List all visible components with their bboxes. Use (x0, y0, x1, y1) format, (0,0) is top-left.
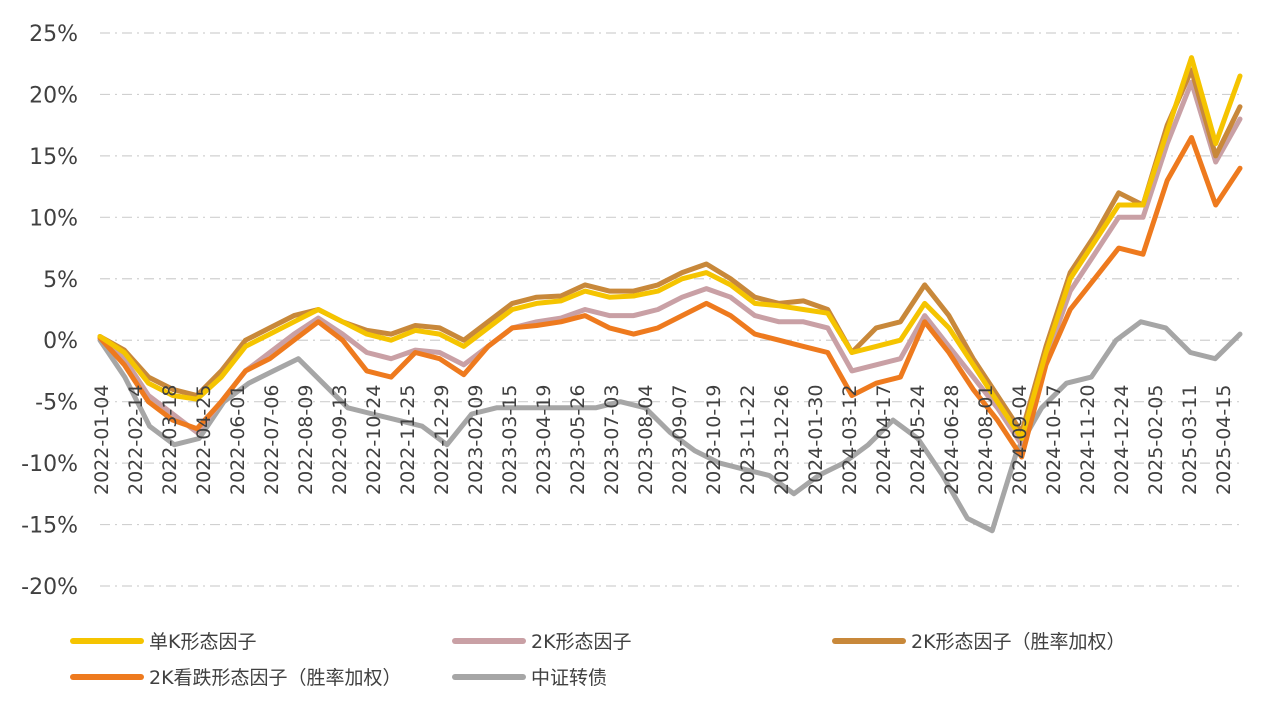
legend-item: 中证转债 (452, 667, 607, 689)
x-tick-label: 2024-04-17 (873, 385, 895, 495)
legend-item: 2K看跌形态因子（胜率加权） (70, 667, 402, 689)
legend-label: 2K形态因子 (531, 631, 632, 653)
series-line-0 (97, 55, 1243, 441)
x-tick-label: 2022-02-14 (125, 385, 147, 495)
x-tick-label: 2022-03-18 (159, 385, 181, 495)
x-tick-label: 2024-11-20 (1077, 385, 1099, 495)
y-axis-labels: 25% 20% 15% 10% 5% 0% -5% -10% -15% -20% (21, 22, 78, 600)
x-tick-label: 2025-04-15 (1213, 385, 1235, 495)
x-tick-label: 2023-05-26 (567, 385, 589, 495)
x-tick-label: 2025-03-11 (1179, 385, 1201, 495)
legend-label: 2K看跌形态因子（胜率加权） (149, 667, 402, 689)
series-line-3 (97, 135, 1243, 460)
x-tick-label: 2023-02-09 (465, 385, 487, 495)
x-tick-label: 2023-08-04 (635, 385, 657, 495)
x-tick-label: 2022-09-13 (329, 385, 351, 495)
legend-item: 2K形态因子（胜率加权） (832, 631, 1126, 653)
series-line-4 (97, 319, 1243, 534)
x-tick-label: 2022-12-29 (431, 385, 453, 495)
x-tick-label: 2024-06-28 (941, 385, 963, 495)
x-tick-label: 2023-07-03 (601, 385, 623, 495)
y-tick-label: -10% (21, 452, 78, 477)
x-tick-label: 2025-02-05 (1145, 385, 1167, 495)
x-tick-label: 2022-11-25 (397, 385, 419, 495)
x-tick-label: 2024-03-12 (839, 385, 861, 495)
x-tick-label: 2022-06-01 (227, 385, 249, 495)
legend-label: 单K形态因子 (149, 631, 256, 653)
y-tick-label: 10% (29, 206, 78, 231)
legend-label: 2K形态因子（胜率加权） (911, 631, 1126, 653)
series-lines (97, 55, 1243, 534)
x-tick-label: 2024-05-24 (907, 385, 929, 495)
y-tick-label: -20% (21, 575, 78, 600)
legend: 单K形态因子 2K形态因子 2K形态因子（胜率加权） 2K看跌形态因子（胜率加权） 中证… (70, 631, 1126, 689)
series-line-2 (97, 67, 1243, 435)
x-tick-label: 2023-04-19 (533, 385, 555, 495)
legend-item: 2K形态因子 (452, 631, 632, 653)
y-tick-label: 5% (43, 268, 78, 293)
x-tick-label: 2024-10-17 (1043, 385, 1065, 495)
x-tick-label: 2023-09-07 (669, 385, 691, 495)
x-tick-label: 2022-07-06 (261, 385, 283, 495)
x-tick-label: 2024-08-01 (975, 385, 997, 495)
y-tick-label: -5% (35, 391, 78, 416)
y-tick-label: 20% (29, 83, 78, 108)
legend-label: 中证转债 (531, 667, 607, 689)
x-tick-label: 2022-01-04 (91, 385, 113, 495)
y-tick-label: -15% (21, 514, 78, 539)
x-axis-labels: 2022-01-04 2022-02-14 2022-03-18 2022-04-25… (91, 385, 1235, 495)
y-tick-label: 0% (43, 329, 78, 354)
x-tick-label: 2023-03-15 (499, 385, 521, 495)
x-tick-label: 2024-09-04 (1009, 385, 1031, 495)
x-tick-label: 2022-08-09 (295, 385, 317, 495)
y-tick-label: 25% (29, 22, 78, 47)
x-tick-label: 2024-12-24 (1111, 385, 1133, 495)
x-tick-label: 2022-10-24 (363, 385, 385, 495)
y-tick-label: 15% (29, 145, 78, 170)
x-tick-label: 2023-10-19 (703, 385, 725, 495)
legend-item: 单K形态因子 (70, 631, 256, 653)
x-tick-label: 2023-11-22 (737, 385, 759, 495)
x-tick-label: 2023-12-26 (771, 385, 793, 495)
x-tick-label: 2024-01-30 (805, 385, 827, 495)
x-tick-label: 2022-04-25 (193, 385, 215, 495)
